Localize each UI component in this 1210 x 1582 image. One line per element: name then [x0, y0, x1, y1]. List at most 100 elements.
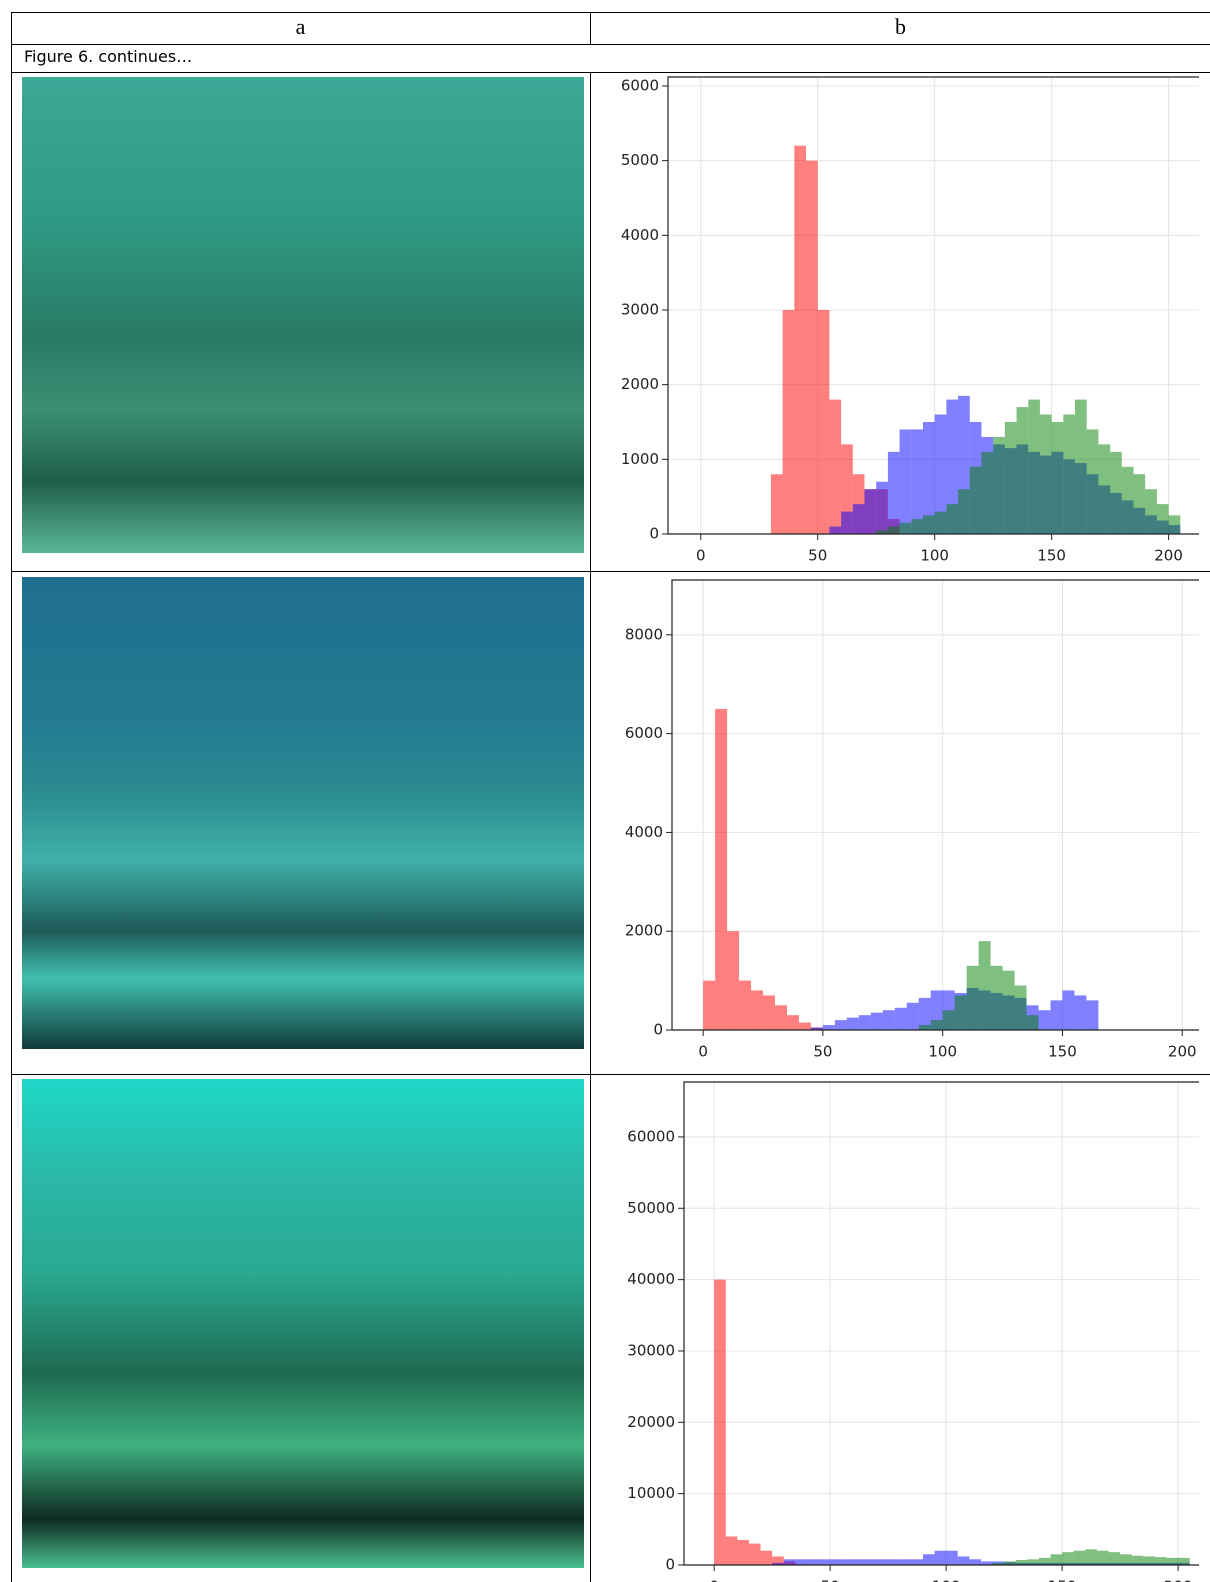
- histogram-bar: [1120, 1554, 1132, 1565]
- histogram-bar: [1075, 400, 1087, 534]
- histogram-bar: [1087, 429, 1099, 534]
- x-tick-label: 100: [920, 547, 949, 565]
- table-border: [11, 44, 1210, 45]
- histogram-bar: [853, 504, 865, 534]
- histogram-bar: [1039, 1010, 1051, 1030]
- histogram-bar: [911, 1559, 923, 1565]
- histogram-bar: [1052, 422, 1064, 534]
- histogram-bar: [807, 1559, 819, 1565]
- histogram-bar: [864, 489, 876, 534]
- histogram-bar: [1015, 986, 1027, 1030]
- histogram-bar: [1028, 400, 1040, 534]
- histogram-bar: [935, 1551, 947, 1565]
- plot-frame: [684, 1082, 1199, 1565]
- y-tick-label: 3000: [621, 300, 659, 318]
- histogram-bar: [775, 1005, 787, 1030]
- x-tick-label: 0: [696, 547, 706, 565]
- histogram-bar: [859, 1015, 871, 1030]
- histogram-bar: [981, 452, 993, 534]
- histogram-chart: 0100020003000400050006000050100150200: [591, 72, 1199, 571]
- table-border: [11, 12, 1210, 13]
- histogram-bar: [1074, 1551, 1086, 1565]
- histogram-bar: [1003, 971, 1015, 1030]
- x-tick-label: 150: [1048, 1043, 1077, 1061]
- histogram-bar: [970, 467, 982, 534]
- histogram-bar: [900, 429, 912, 534]
- histogram-bar: [955, 995, 967, 1030]
- histogram-bar: [787, 1015, 799, 1030]
- histogram-bar: [1085, 1549, 1097, 1565]
- histogram-bar: [830, 1559, 842, 1565]
- y-tick-label: 50000: [627, 1199, 675, 1217]
- histogram-bar: [795, 1559, 807, 1565]
- histogram-bar: [1017, 407, 1029, 534]
- y-tick-label: 2000: [625, 922, 663, 940]
- histogram-chart: 02000400060008000050100150200: [591, 572, 1199, 1074]
- histogram-bar: [749, 1544, 761, 1565]
- histogram-bar: [923, 515, 935, 534]
- histogram-bar: [1016, 1560, 1028, 1565]
- x-tick-label: 150: [1037, 547, 1066, 565]
- histogram-bar: [835, 1020, 847, 1030]
- column-header: b: [591, 14, 1210, 40]
- histogram-bar: [1039, 1558, 1051, 1565]
- histogram-bar: [1178, 1558, 1190, 1565]
- histogram-bar: [823, 1025, 835, 1030]
- histogram-bar: [919, 1025, 931, 1030]
- histogram-bar: [895, 1008, 907, 1030]
- x-tick-label: 150: [1048, 1578, 1077, 1582]
- x-tick-label: 200: [1168, 1043, 1197, 1061]
- y-tick-label: 40000: [627, 1270, 675, 1288]
- histogram-bar: [883, 1010, 895, 1030]
- histogram-bar: [714, 1280, 726, 1565]
- histogram-bar: [847, 1018, 859, 1030]
- histogram-bar: [799, 1023, 811, 1030]
- histogram-bar: [943, 1010, 955, 1030]
- histogram-bar: [931, 1020, 943, 1030]
- y-tick-label: 6000: [625, 724, 663, 742]
- x-tick-label: 50: [821, 1578, 840, 1582]
- histogram-bar: [715, 709, 727, 1030]
- histogram-bar: [1062, 1552, 1074, 1565]
- page: a b Figure 6. continues… 010002000300040…: [0, 0, 1210, 1582]
- histogram-bar: [900, 523, 912, 534]
- histogram-bar: [1143, 1556, 1155, 1565]
- histogram-bar: [923, 1554, 935, 1565]
- histogram-bar: [871, 1013, 883, 1030]
- histogram-bar: [979, 941, 991, 1030]
- y-tick-label: 4000: [621, 226, 659, 244]
- caption: Figure 6. continues…: [24, 47, 192, 66]
- photo: [22, 1079, 584, 1568]
- x-tick-label: 0: [698, 1043, 708, 1061]
- histogram-bar: [1040, 415, 1052, 534]
- histogram-bar: [783, 310, 795, 534]
- histogram-bar: [876, 482, 888, 534]
- y-tick-label: 30000: [627, 1341, 675, 1359]
- histogram-bar: [958, 1556, 970, 1565]
- histogram-bar: [1062, 990, 1074, 1030]
- histogram-bar: [1157, 504, 1169, 534]
- histogram-bar: [1098, 444, 1110, 534]
- histogram-bar: [946, 1551, 958, 1565]
- histogram-bar: [853, 1559, 865, 1565]
- histogram-bar: [751, 990, 763, 1030]
- histogram-bar: [829, 400, 841, 534]
- histogram-bar: [888, 452, 900, 534]
- x-tick-label: 200: [1164, 1578, 1193, 1582]
- histogram-bar: [900, 1559, 912, 1565]
- histogram-bar: [911, 519, 923, 534]
- histogram-bar: [841, 512, 853, 534]
- histogram-bar: [1063, 415, 1075, 534]
- histogram-bar: [1086, 1000, 1098, 1030]
- histogram-bar: [1122, 467, 1134, 534]
- histogram-bar: [761, 1551, 773, 1565]
- histogram-bar: [1051, 1554, 1063, 1565]
- histogram-bar: [991, 966, 1003, 1030]
- histogram-bar: [1132, 1556, 1144, 1565]
- histogram-bar: [771, 474, 783, 534]
- histogram-bar: [784, 1559, 796, 1565]
- x-tick-label: 100: [928, 1043, 957, 1061]
- x-tick-label: 50: [808, 547, 827, 565]
- histogram-bar: [1005, 422, 1017, 534]
- histogram-bar: [829, 527, 841, 534]
